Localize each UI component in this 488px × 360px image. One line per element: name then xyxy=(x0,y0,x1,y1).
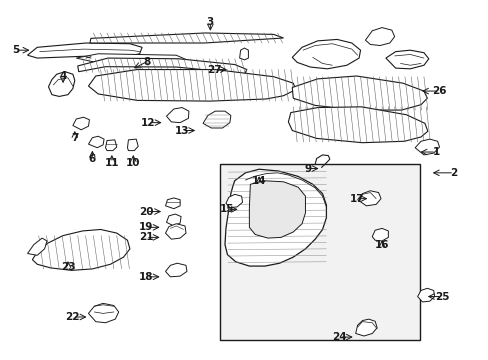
Text: 20: 20 xyxy=(139,207,153,217)
Polygon shape xyxy=(76,54,185,63)
Text: 26: 26 xyxy=(431,86,446,96)
Polygon shape xyxy=(165,224,185,239)
Text: 23: 23 xyxy=(61,262,75,272)
Text: 19: 19 xyxy=(139,222,153,232)
Polygon shape xyxy=(292,76,427,110)
Text: 5: 5 xyxy=(12,45,19,55)
Polygon shape xyxy=(355,319,376,336)
Polygon shape xyxy=(203,111,230,128)
Text: 12: 12 xyxy=(141,118,155,128)
Text: 21: 21 xyxy=(139,232,153,242)
Text: 17: 17 xyxy=(348,194,363,204)
Text: 10: 10 xyxy=(126,158,140,168)
Polygon shape xyxy=(127,139,138,150)
Bar xyxy=(220,164,419,339)
Polygon shape xyxy=(288,107,427,143)
Polygon shape xyxy=(78,58,246,74)
Text: 8: 8 xyxy=(143,57,150,67)
Text: 22: 22 xyxy=(65,312,80,322)
Polygon shape xyxy=(417,288,434,302)
Text: 16: 16 xyxy=(374,240,388,250)
Text: 24: 24 xyxy=(331,332,346,342)
Polygon shape xyxy=(249,181,305,238)
Text: 2: 2 xyxy=(449,168,457,178)
Polygon shape xyxy=(165,263,186,277)
Polygon shape xyxy=(88,303,119,323)
Text: 14: 14 xyxy=(251,176,266,186)
Polygon shape xyxy=(73,117,89,130)
Text: 27: 27 xyxy=(206,64,221,75)
Text: 25: 25 xyxy=(434,292,448,302)
Text: 15: 15 xyxy=(219,204,234,215)
Text: 3: 3 xyxy=(206,17,214,27)
Text: 4: 4 xyxy=(60,71,67,81)
Polygon shape xyxy=(105,140,117,150)
Polygon shape xyxy=(27,43,142,58)
Polygon shape xyxy=(88,136,104,148)
Polygon shape xyxy=(292,40,360,69)
Polygon shape xyxy=(414,139,439,155)
Polygon shape xyxy=(357,191,380,206)
Text: 13: 13 xyxy=(175,126,189,135)
Polygon shape xyxy=(224,169,326,266)
Text: 1: 1 xyxy=(431,147,439,157)
Polygon shape xyxy=(166,108,188,123)
Polygon shape xyxy=(165,198,180,209)
Text: 18: 18 xyxy=(139,272,153,282)
Text: 11: 11 xyxy=(104,158,119,168)
Polygon shape xyxy=(371,228,387,241)
Polygon shape xyxy=(166,214,181,226)
Polygon shape xyxy=(27,238,47,255)
Text: 7: 7 xyxy=(71,133,79,143)
Polygon shape xyxy=(48,72,75,96)
Polygon shape xyxy=(32,229,130,270)
Text: 9: 9 xyxy=(304,163,311,174)
Polygon shape xyxy=(385,50,428,69)
Text: 6: 6 xyxy=(88,154,96,164)
Polygon shape xyxy=(225,194,242,208)
Polygon shape xyxy=(239,48,248,60)
Polygon shape xyxy=(365,28,394,45)
Polygon shape xyxy=(88,69,295,101)
Polygon shape xyxy=(90,33,283,43)
